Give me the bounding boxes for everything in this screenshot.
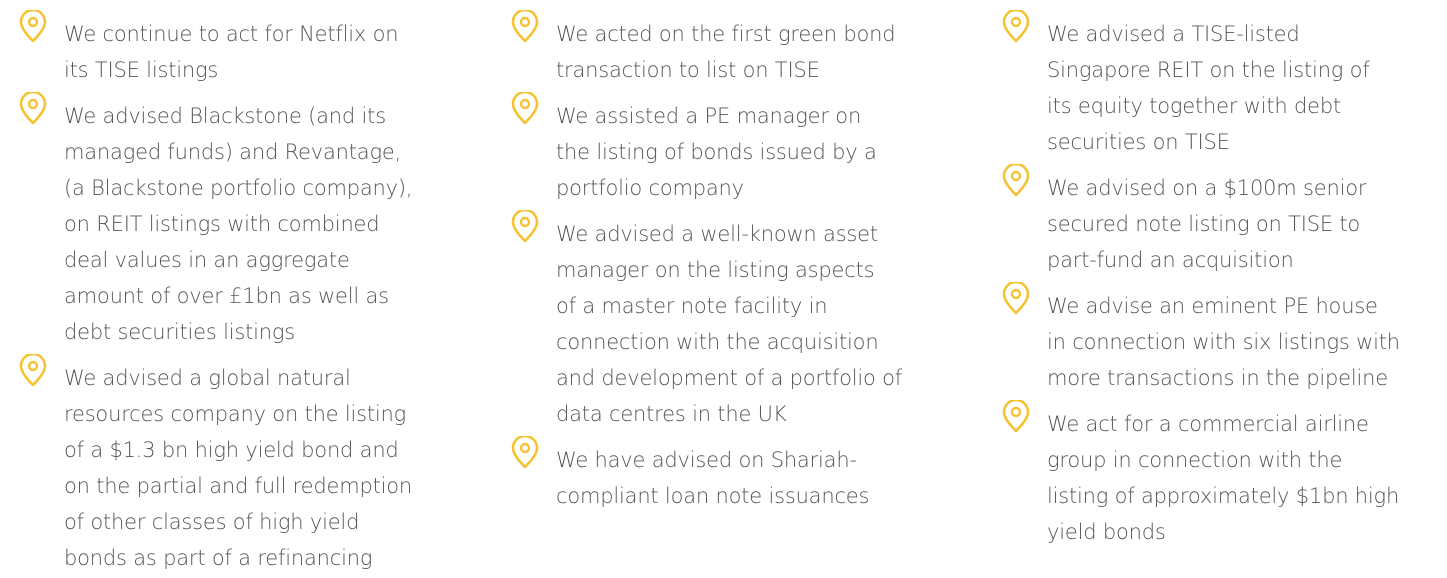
item-text: compliant loan note issuances [556,484,870,508]
location-icon [19,92,47,125]
item-text: its equity together with debt [1047,94,1342,118]
location-icon [511,10,539,43]
list-item: We advised a TISE-listed Singapore REIT o… [1001,10,1400,160]
item-text: We advised Blackstone (and its [64,104,386,128]
item-text: We acted on the first green bond [556,22,896,46]
item-text: data centres in the UK [556,402,787,426]
location-icon [511,210,539,243]
column: We advised a TISE-listed Singapore REIT o… [1001,10,1400,560]
list-item: We advised Blackstone (and its managed fu… [18,92,413,350]
item-text: securities on TISE [1047,130,1230,154]
item-text: group in connection with the [1047,448,1343,472]
location-icon [511,92,539,125]
location-icon [19,10,47,43]
list-item: We acted on the first green bond transact… [510,10,902,88]
item-text: listing of approximately $1bn high [1047,484,1400,508]
item-text: on the partial and full redemption [64,474,413,498]
item-text: We advised a well-known asset [556,222,878,246]
item-text: We act for a commercial airline [1047,412,1369,436]
item-text: of other classes of high yield [64,510,360,534]
list-item: We advise an eminent PE house in connecti… [1001,282,1400,396]
list-item: We act for a commercial airline group in … [1001,400,1400,550]
item-text: in connection with six listings with [1047,330,1400,354]
location-icon [511,436,539,469]
list-item: We advised a well-known asset manager on … [510,210,902,432]
item-text: more transactions in the pipeline [1047,366,1388,390]
item-text: amount of over £1bn as well as [64,284,389,308]
location-icon [1002,400,1030,433]
item-text: We advise an eminent PE house [1047,294,1378,318]
item-text: of a $1.3 bn high yield bond and [64,438,399,462]
item-text: the listing of bonds issued by a [556,140,877,164]
item-text: We continue to act for Netflix on [64,22,399,46]
list-item: We advised on a $100m senior secured note… [1001,164,1400,278]
list-item: We advised a global natural resources com… [18,354,413,576]
item-text: yield bonds [1047,520,1166,544]
item-text: deal values in an aggregate [64,248,350,272]
location-icon [1002,164,1030,197]
item-text: portfolio company [556,176,744,200]
location-icon [1002,10,1030,43]
item-text: bonds as part of a refinancing [64,546,373,570]
item-text: secured note listing on TISE to [1047,212,1361,236]
item-text: on REIT listings with combined [64,212,380,236]
item-text: We assisted a PE manager on [556,104,862,128]
column: We acted on the first green bond transact… [510,10,902,524]
item-text: part-fund an acquisition [1047,248,1294,272]
item-text: managed funds) and Revantage, [64,140,402,164]
item-text: (a Blackstone portfolio company), [64,176,413,200]
item-text: manager on the listing aspects [556,258,875,282]
item-text: resources company on the listing [64,402,407,426]
item-text: transaction to list on TISE [556,58,820,82]
location-icon [1002,282,1030,315]
list-item: We continue to act for Netflix on its TIS… [18,10,412,88]
item-text: We have advised on Shariah- [556,448,857,472]
item-text: connection with the acquisition [556,330,879,354]
item-text: We advised on a $100m senior [1047,176,1367,200]
location-icon [19,354,47,387]
item-text: Singapore REIT on the listing of [1047,58,1370,82]
item-text: We advised a global natural [64,366,351,390]
column: We continue to act for Netflix on its TIS… [18,10,413,578]
item-text: We advised a TISE-listed [1047,22,1300,46]
list-item: We have advised on Shariah-compliant loa… [510,436,902,514]
list-item: We assisted a PE manager on the listing o… [510,92,902,206]
item-text: of a master note facility in [556,294,828,318]
item-text: its TISE listings [64,58,219,82]
item-text: debt securities listings [64,320,296,344]
item-text: and development of a portfolio of [556,366,902,390]
